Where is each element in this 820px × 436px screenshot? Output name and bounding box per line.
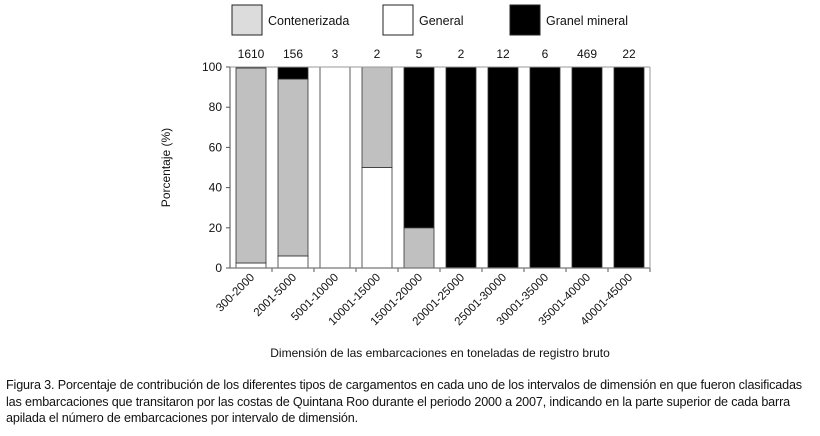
bar-count-label: 156 [283,47,303,61]
y-tick-label: 20 [209,221,223,235]
bar-segment [403,227,435,269]
figure-caption: Figura 3. Porcentaje de contribución de … [6,378,802,425]
stacked-bar-chart: Contenerizada General Granel mineral161030… [159,4,651,360]
y-tick-label: 60 [209,140,223,154]
bar-segment [277,78,309,257]
legend-swatch-0 [231,4,263,36]
legend-swatch-2 [509,4,541,36]
bar-segment [235,262,267,269]
bar-segment [277,255,309,269]
bar-count-label: 2 [374,47,381,61]
y-tick-label: 40 [209,181,223,195]
x-axis-title: Dimensión de las embarcaciones en tonela… [270,346,610,360]
bar-segment [361,66,393,168]
y-tick-label: 100 [202,60,222,74]
x-tick-label: 300-2000 [214,272,257,315]
y-tick-label: 80 [209,100,223,114]
bar-segment [487,66,519,269]
bar-segment [529,66,561,269]
bar-count-label: 2 [458,47,465,61]
bar-count-label: 1610 [238,47,265,61]
bar-segment [613,66,645,269]
legend-label-0: Contenerizada [268,14,349,28]
bar-count-label: 22 [622,47,636,61]
bar-segment [403,66,435,229]
bar-segment [277,66,309,80]
bar-count-label: 12 [496,47,510,61]
bar-segment [445,66,477,269]
bar-segment [361,167,393,269]
bar-count-label: 469 [577,47,597,61]
legend-swatch-1 [382,4,414,36]
legend-label-2: Granel mineral [546,14,628,28]
bar-count-label: 5 [416,47,423,61]
bar-segment [571,66,603,269]
legend-label-1: General [419,14,463,28]
y-tick-label: 0 [215,261,222,275]
bar-count-label: 6 [542,47,549,61]
bar-segment [235,67,267,264]
y-axis-title: Porcentaje (%) [159,128,173,207]
bar-segment [319,66,351,269]
bar-count-label: 3 [332,47,339,61]
